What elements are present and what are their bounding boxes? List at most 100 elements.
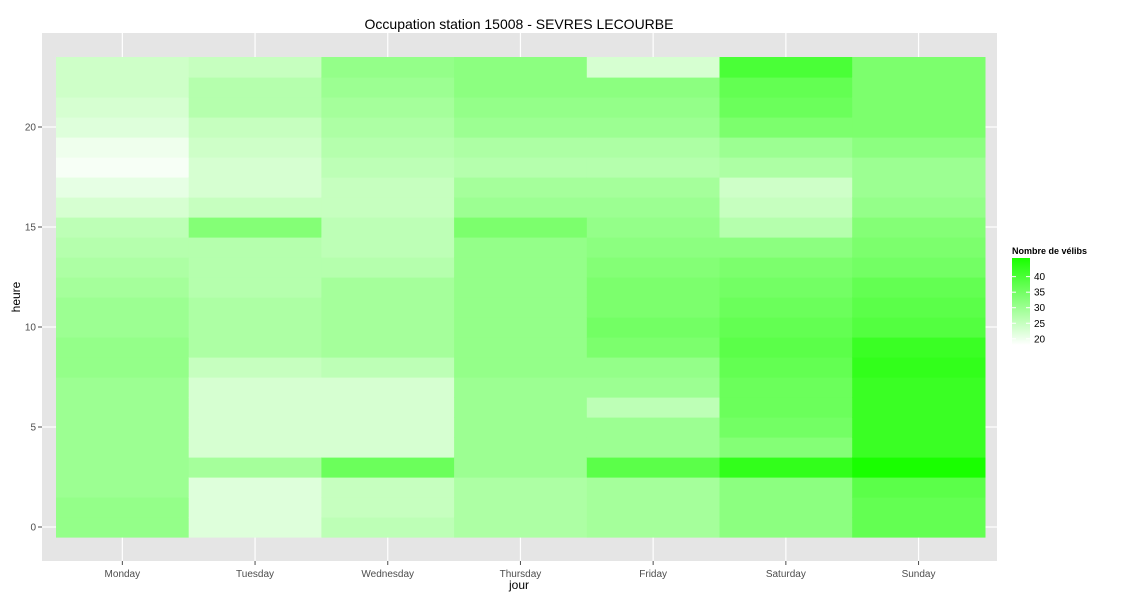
heatmap-tile [852, 337, 986, 358]
y-tick-label: 20 [25, 123, 37, 134]
heatmap-tile [56, 317, 190, 338]
heatmap-tile [454, 177, 588, 198]
heatmap-tile [188, 277, 322, 298]
heatmap-tile [321, 237, 455, 258]
heatmap-tile [56, 57, 190, 78]
heatmap-tile [719, 137, 853, 158]
heatmap-tile [719, 77, 853, 98]
heatmap-tile [586, 397, 721, 418]
heatmap-tile [56, 497, 190, 518]
heatmap-tile [852, 257, 986, 278]
heatmap-tile [56, 397, 190, 418]
heatmap-tile [454, 157, 588, 178]
heatmap-tile [586, 97, 721, 118]
heatmap-tile [321, 297, 455, 318]
heatmap-tile [321, 397, 455, 418]
heatmap-tile [454, 117, 588, 138]
heatmap-tile [454, 297, 588, 318]
legend-break-label: 40 [1034, 272, 1046, 283]
heatmap-tile [188, 257, 322, 278]
heatmap-tile [56, 77, 190, 98]
heatmap-tile [56, 157, 190, 178]
heatmap-tile [321, 457, 455, 478]
heatmap-tile [586, 237, 721, 258]
heatmap-tile [188, 417, 322, 438]
heatmap-tile [454, 397, 588, 418]
heatmap-tile [321, 357, 455, 378]
heatmap-tile [454, 57, 588, 78]
heatmap-tile [188, 197, 322, 218]
heatmap-tile [719, 57, 853, 78]
heatmap-tile [852, 357, 986, 378]
heatmap-tile [586, 137, 721, 158]
chart-title: Occupation station 15008 - SEVRES LECOUR… [365, 16, 674, 32]
heatmap-tile [852, 437, 986, 458]
heatmap-tile [852, 497, 986, 518]
heatmap-tile [188, 217, 322, 238]
heatmap-tile [454, 517, 588, 538]
heatmap-tile [321, 337, 455, 358]
heatmap-tile [188, 297, 322, 318]
heatmap-tile [454, 97, 588, 118]
x-tick-label: Sunday [902, 569, 936, 580]
heatmap-tile [719, 157, 853, 178]
x-axis-ticks: Monday Tuesday Wednesday Thursday Friday Satu… [105, 561, 936, 580]
heatmap-tile [719, 297, 853, 318]
heatmap-tile [56, 437, 190, 458]
heatmap-tile [852, 217, 986, 238]
heatmap-tile [454, 477, 588, 498]
heatmap-tile [719, 417, 853, 438]
y-axis-title: heure [9, 281, 23, 312]
heatmap-tile [188, 177, 322, 198]
heatmap-tile [56, 137, 190, 158]
heatmap-tile [586, 217, 721, 238]
heatmap-tile [586, 437, 721, 458]
heatmap-tile [586, 357, 721, 378]
heatmap-tile [188, 117, 322, 138]
heatmap-tile [454, 377, 588, 398]
heatmap-tile [719, 377, 853, 398]
x-tick-label: Thursday [500, 569, 542, 580]
heatmap-tile [719, 457, 853, 478]
heatmap-tile [321, 117, 455, 138]
heatmap-tile [454, 437, 588, 458]
heatmap-tile [852, 77, 986, 98]
heatmap-tile [586, 257, 721, 278]
heatmap-tile [454, 357, 588, 378]
heatmap-tile [454, 197, 588, 218]
heatmap-tile [188, 477, 322, 498]
x-axis-title: jour [508, 578, 529, 592]
heatmap-tile [719, 277, 853, 298]
heatmap-tile [586, 497, 721, 518]
heatmap-tile [188, 397, 322, 418]
heatmap-tile [56, 417, 190, 438]
heatmap-tile [188, 77, 322, 98]
heatmap-tile [454, 137, 588, 158]
heatmap-tile [321, 157, 455, 178]
legend: Nombre de vélibs 40 35 30 25 20 [1012, 246, 1087, 345]
heatmap-tile [454, 417, 588, 438]
heatmap-tile [852, 197, 986, 218]
heatmap-tile [852, 417, 986, 438]
legend-break-label: 30 [1034, 303, 1046, 314]
heatmap-tile [188, 97, 322, 118]
heatmap-tile [188, 337, 322, 358]
heatmap-tile [56, 177, 190, 198]
heatmap-tile [188, 437, 322, 458]
heatmap-tile [719, 397, 853, 418]
heatmap-tile [454, 277, 588, 298]
heatmap-tile [586, 77, 721, 98]
heatmap-tile [188, 497, 322, 518]
legend-colorbar [1012, 258, 1030, 345]
heatmap-tile [454, 257, 588, 278]
heatmap-tile [321, 477, 455, 498]
heatmap-tile [321, 57, 455, 78]
heatmap-tile [586, 477, 721, 498]
heatmap-tile [719, 177, 853, 198]
heatmap-tile [454, 77, 588, 98]
heatmap-tile [188, 357, 322, 378]
heatmap-tile [719, 497, 853, 518]
heatmap-tile [586, 457, 721, 478]
x-tick-label: Wednesday [361, 569, 414, 580]
heatmap-tile [454, 457, 588, 478]
